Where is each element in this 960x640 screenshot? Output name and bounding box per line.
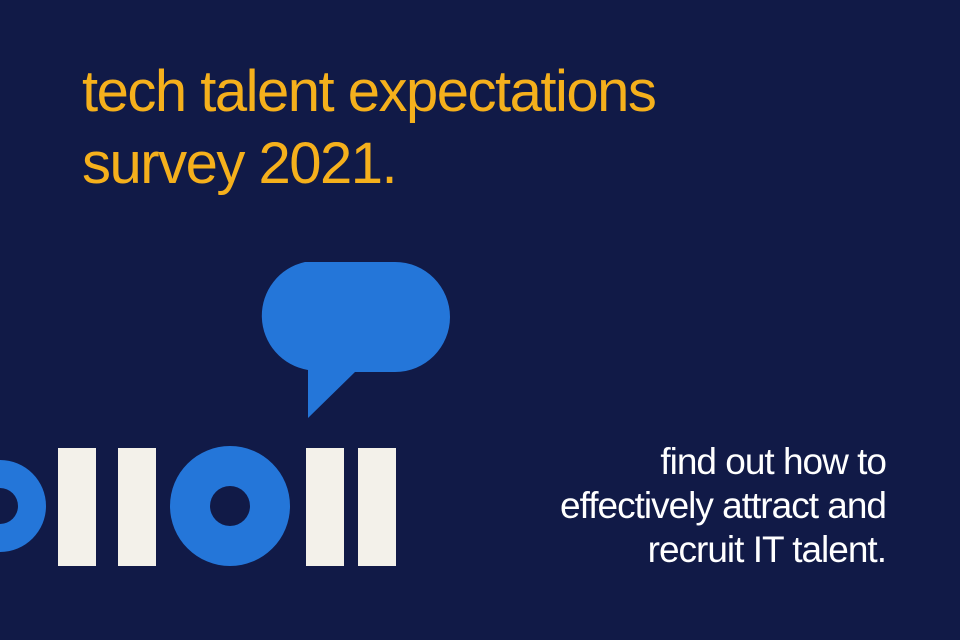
ring-hole: [0, 488, 18, 524]
title: tech talent expectations survey 2021.: [82, 56, 657, 200]
title-line: tech talent expectations: [82, 59, 657, 124]
subtitle-line: find out how to: [660, 441, 887, 482]
subtitle-line: effectively attract and: [560, 485, 887, 526]
bar: [118, 448, 156, 566]
title-line: survey 2021.: [82, 131, 398, 196]
ring: [0, 460, 46, 552]
bar: [358, 448, 396, 566]
speech-bubble: [261, 262, 450, 418]
subtitle: find out how to effectively attract and re…: [560, 440, 887, 572]
subtitle-line: recruit IT talent.: [647, 529, 887, 570]
ring-hole: [210, 486, 250, 526]
bar: [58, 448, 96, 566]
bar: [306, 448, 344, 566]
